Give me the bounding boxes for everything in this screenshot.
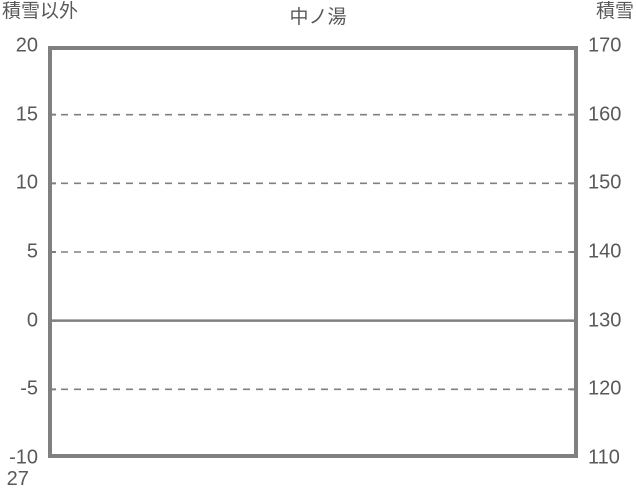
y-axis-left-tick-label: 20: [15, 34, 38, 57]
gridlines: [48, 113, 578, 391]
y-axis-left-tick-label: -5: [20, 377, 38, 400]
y-axis-right-tick-label: 140: [588, 240, 622, 263]
plot-area: [48, 46, 578, 458]
y-axis-left-tick-label: 10: [15, 171, 38, 194]
y-axis-right-tick-label: 110: [588, 446, 620, 469]
x-axis-tick-label: 27: [6, 468, 29, 490]
y-axis-right-tick-label: 170: [588, 34, 622, 57]
y-axis-left-tick-label: -10: [9, 446, 38, 469]
y-axis-left-tick-label: 0: [26, 309, 38, 332]
left-axis-title: 積雪以外: [2, 1, 79, 22]
y-axis-left-tick-label: 5: [26, 240, 38, 263]
y-axis-left-tick-label: 15: [15, 103, 38, 126]
plot-frame: [48, 46, 578, 458]
y-axis-right-tick-label: 160: [588, 103, 622, 126]
y-axis-right-tick-label: 130: [588, 309, 622, 332]
y-axis-right-tick-label: 120: [588, 377, 622, 400]
right-axis-title: 積雪: [595, 1, 634, 22]
y-axis-right-tick-label: 150: [588, 171, 622, 194]
page-title: 中ノ湯: [289, 7, 347, 28]
plot-inner: [48, 46, 578, 458]
x-axis-tick-label: 28: [0, 468, 17, 491]
